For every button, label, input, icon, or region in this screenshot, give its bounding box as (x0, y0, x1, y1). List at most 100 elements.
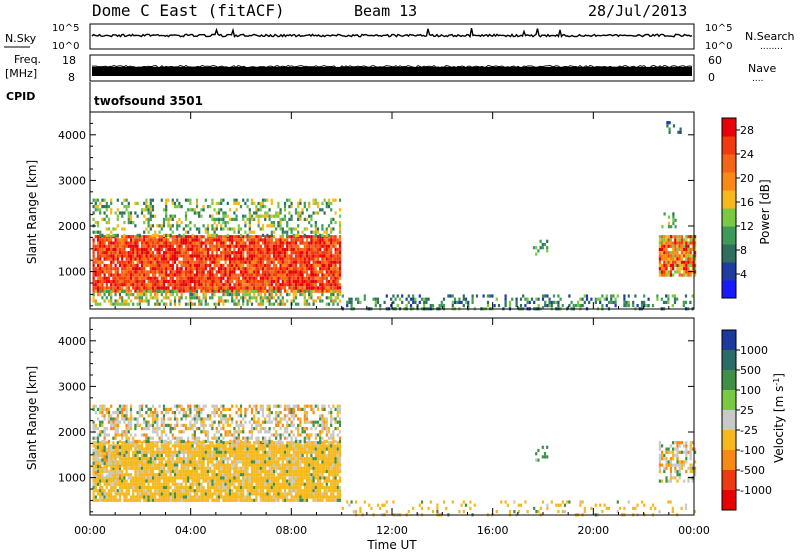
range-cell (228, 457, 232, 461)
range-cell (546, 239, 549, 243)
range-cell (92, 244, 95, 248)
range-cell (125, 457, 128, 461)
range-cell (691, 267, 694, 271)
range-cell (123, 441, 126, 445)
range-cell (224, 251, 227, 255)
range-cell (246, 299, 249, 303)
range-cell (136, 270, 139, 274)
range-cell (253, 211, 256, 215)
range-cell (290, 485, 293, 490)
range-cell (235, 296, 238, 300)
range-cell (107, 476, 111, 480)
range-cell (151, 463, 155, 467)
range-cell (151, 473, 155, 477)
range-cell (123, 233, 126, 237)
range-cell (272, 441, 276, 445)
range-cell (145, 238, 148, 242)
range-cell (297, 469, 300, 474)
range-cell (156, 299, 159, 303)
range-cell (103, 205, 106, 209)
range-cell (195, 463, 199, 467)
range-cell (676, 251, 679, 255)
range-cell (151, 263, 155, 268)
range-cell (136, 241, 139, 245)
range-cell (272, 267, 276, 271)
range-cell (99, 276, 102, 280)
range-cell (92, 453, 95, 458)
range-cell (143, 447, 146, 451)
range-cell (297, 450, 300, 454)
range-cell (270, 283, 273, 287)
range-cell (134, 267, 137, 271)
range-cell (493, 304, 496, 308)
range-cell (244, 293, 247, 297)
range-cell (297, 273, 300, 277)
range-cell (171, 241, 174, 245)
range-cell (266, 489, 269, 493)
range-cell (132, 482, 135, 486)
range-cell (332, 257, 335, 261)
range-cell (105, 208, 108, 212)
range-cell (127, 201, 130, 205)
range-cell (250, 260, 254, 264)
range-cell (680, 247, 683, 252)
range-cell (222, 482, 225, 486)
range-cell (180, 289, 183, 293)
range-cell (189, 447, 192, 451)
range-cell (129, 289, 133, 293)
range-cell (202, 286, 205, 290)
range-cell (374, 297, 377, 301)
range-cell (156, 482, 159, 486)
range-cell (154, 283, 157, 287)
range-cell (103, 235, 106, 239)
range-cell (268, 444, 271, 448)
range-cell (154, 247, 157, 252)
range-cell (224, 482, 227, 486)
range-cell (169, 302, 172, 306)
range-cell (253, 238, 256, 242)
range-cell (103, 267, 106, 271)
range-cell (292, 482, 295, 486)
range-cell (143, 495, 146, 499)
range-cell (206, 230, 210, 234)
range-cell (103, 463, 106, 467)
range-cell (279, 267, 282, 271)
range-cell (237, 247, 240, 252)
range-cell (264, 279, 267, 284)
range-cell (162, 233, 166, 237)
range-cell (140, 489, 144, 493)
range-cell (222, 498, 225, 502)
range-cell (253, 469, 256, 474)
range-cell (226, 479, 229, 483)
range-cell (283, 257, 287, 261)
range-cell (279, 276, 282, 280)
range-cell (92, 217, 95, 221)
range-cell (145, 254, 148, 258)
range-cell (279, 444, 282, 448)
range-cell (246, 251, 249, 255)
range-cell (233, 263, 236, 268)
range-cell (231, 460, 234, 464)
range-cell (173, 251, 177, 255)
range-cell (200, 289, 203, 293)
range-cell (235, 283, 238, 287)
range-cell (123, 495, 126, 499)
range-cell (226, 276, 229, 280)
range-cell (154, 482, 157, 486)
range-cell (235, 473, 238, 477)
range-cell (213, 233, 216, 237)
range-cell (202, 453, 205, 458)
range-cell (176, 247, 179, 252)
range-cell (308, 293, 311, 297)
range-cell (213, 463, 216, 467)
range-cell (231, 450, 234, 454)
range-cell (96, 230, 100, 234)
range-cell (268, 276, 271, 280)
range-cell (286, 273, 289, 277)
range-cell (647, 297, 650, 301)
range-cell (129, 495, 133, 499)
range-cell (140, 241, 144, 245)
range-cell (687, 260, 690, 264)
range-cell (99, 208, 102, 212)
range-cell (204, 453, 207, 458)
